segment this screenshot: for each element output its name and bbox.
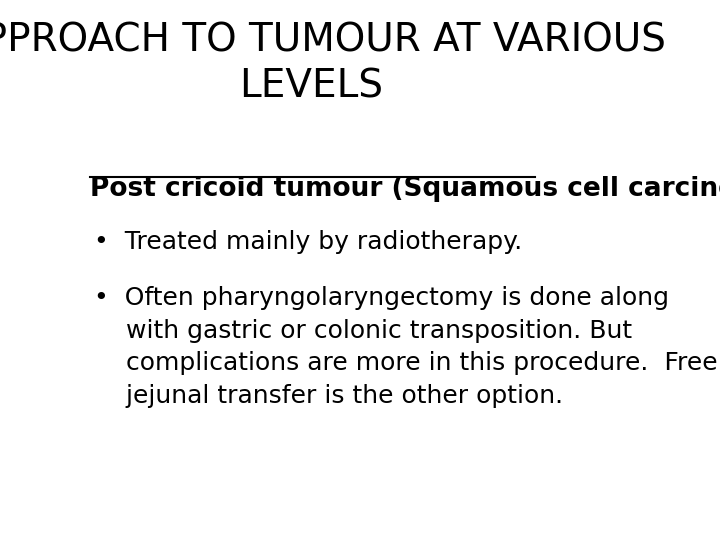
Text: •  Treated mainly by radiotherapy.: • Treated mainly by radiotherapy. (94, 230, 523, 253)
Text: APPROACH TO TUMOUR AT VARIOUS
LEVELS: APPROACH TO TUMOUR AT VARIOUS LEVELS (0, 22, 666, 105)
Text: Post cricoid tumour (Squamous cell carcinoma):: Post cricoid tumour (Squamous cell carci… (89, 176, 720, 201)
Text: •  Often pharyngolaryngectomy is done along
    with gastric or colonic transpos: • Often pharyngolaryngectomy is done alo… (94, 286, 718, 408)
